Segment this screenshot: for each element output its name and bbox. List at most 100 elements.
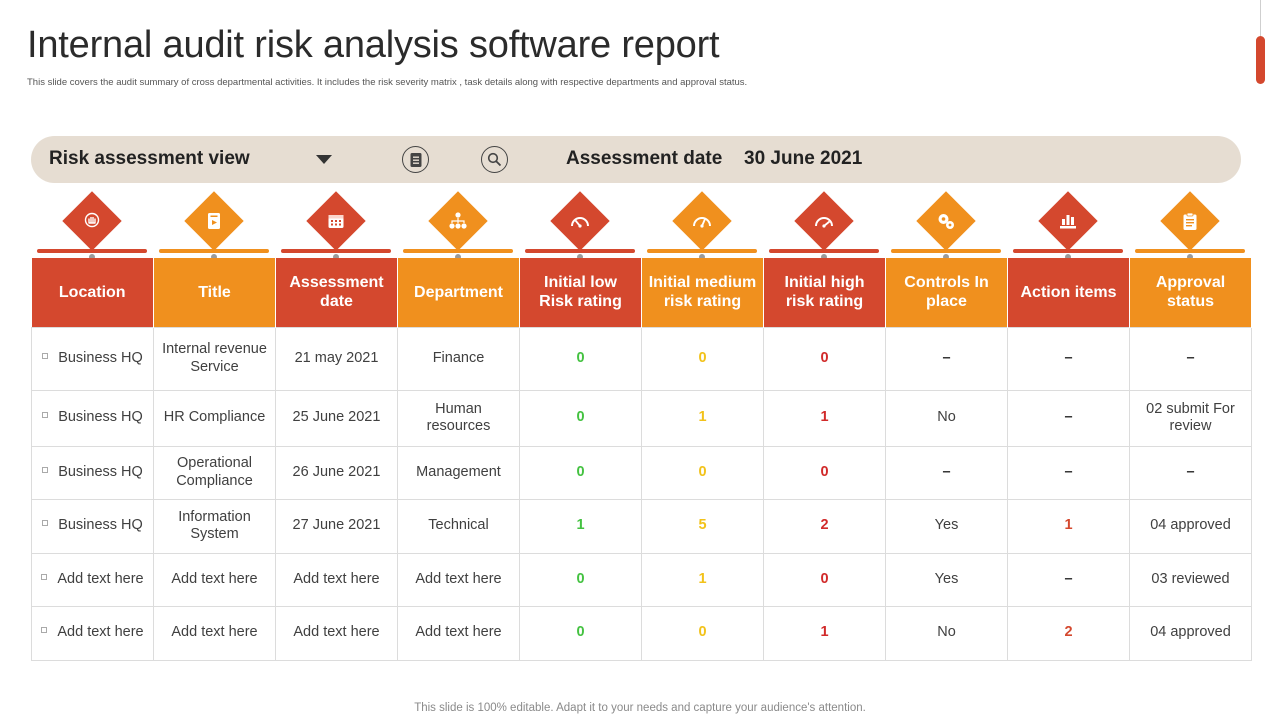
action-items-cell: 1 <box>1007 498 1130 554</box>
low-risk-cell: 1 <box>519 498 642 554</box>
report-icon[interactable] <box>402 146 429 173</box>
department-cell: Management <box>397 445 520 500</box>
table-row: Add text here Add text here Add text her… <box>31 552 1252 607</box>
controls-cell: Yes <box>885 498 1008 554</box>
date-icon-marker <box>275 190 397 260</box>
decorative-accent <box>1256 36 1265 84</box>
department-icon-marker <box>397 190 519 260</box>
chevron-down-icon[interactable] <box>316 155 332 164</box>
assessment-date-label: Assessment date <box>566 148 723 169</box>
approval-cell: 03 reviewed <box>1129 552 1252 607</box>
action-items-cell: – <box>1007 326 1130 391</box>
department-cell: Human resources <box>397 389 520 447</box>
action-items-cell: – <box>1007 552 1130 607</box>
high-risk-cell: 0 <box>763 552 886 607</box>
date-cell: 26 June 2021 <box>275 445 398 500</box>
low-risk-cell: 0 <box>519 389 642 447</box>
date-cell: 25 June 2021 <box>275 389 398 447</box>
medium-risk-cell: 0 <box>641 605 764 661</box>
high-risk-icon-marker <box>763 190 885 260</box>
low-risk-cell: 0 <box>519 326 642 391</box>
date-cell: 21 may 2021 <box>275 326 398 391</box>
title-cell: Add text here <box>153 605 276 661</box>
footer-note: This slide is 100% editable. Adapt it to… <box>414 702 866 714</box>
checkbox-icon[interactable] <box>41 573 48 580</box>
approval-cell: 04 approved <box>1129 605 1252 661</box>
department-cell: Finance <box>397 326 520 391</box>
high-risk-cell: 0 <box>763 326 886 391</box>
gears-icon <box>934 209 958 233</box>
column-header: Initial high risk rating <box>763 258 886 327</box>
high-risk-cell: 0 <box>763 445 886 500</box>
table-row: Add text here Add text here Add text her… <box>31 605 1252 661</box>
controls-icon-marker <box>885 190 1007 260</box>
table-header-row: Location Title Assessment date Departmen… <box>31 258 1252 327</box>
gauge-high-icon <box>812 209 836 233</box>
location-cell: Business HQ <box>31 389 154 447</box>
hand-chart-icon <box>1056 209 1080 233</box>
column-icons-row <box>31 190 1251 260</box>
table-row: Business HQ Internal revenue Service 21 … <box>31 326 1252 391</box>
medium-risk-cell: 1 <box>641 389 764 447</box>
column-header: Approval status <box>1129 258 1252 327</box>
controls-cell: – <box>885 445 1008 500</box>
low-risk-cell: 0 <box>519 605 642 661</box>
gauge-medium-icon <box>690 209 714 233</box>
column-header: Controls In place <box>885 258 1008 327</box>
table-row: Business HQ Operational Compliance 26 Ju… <box>31 445 1252 500</box>
medium-risk-cell: 5 <box>641 498 764 554</box>
controls-cell: Yes <box>885 552 1008 607</box>
location-cell: Business HQ <box>31 326 154 391</box>
location-hand-icon <box>80 209 104 233</box>
location-cell: Business HQ <box>31 445 154 500</box>
date-cell: Add text here <box>275 552 398 607</box>
approval-cell: 02 submit For review <box>1129 389 1252 447</box>
clipboard-icon <box>1178 209 1202 233</box>
search-icon[interactable] <box>481 146 508 173</box>
low-risk-icon-marker <box>519 190 641 260</box>
department-cell: Technical <box>397 498 520 554</box>
page-title: Internal audit risk analysis software re… <box>27 24 720 66</box>
checkbox-icon[interactable] <box>42 412 49 419</box>
high-risk-cell: 1 <box>763 605 886 661</box>
checkbox-icon[interactable] <box>42 466 49 473</box>
high-risk-cell: 1 <box>763 389 886 447</box>
risk-assessment-view-label[interactable]: Risk assessment view <box>49 148 250 169</box>
column-header: Action items <box>1007 258 1130 327</box>
high-risk-cell: 2 <box>763 498 886 554</box>
department-cell: Add text here <box>397 605 520 661</box>
medium-risk-cell: 0 <box>641 326 764 391</box>
location-icon-marker <box>31 190 153 260</box>
checkbox-icon[interactable] <box>42 520 49 527</box>
title-cell: Operational Compliance <box>153 445 276 500</box>
title-cell: Add text here <box>153 552 276 607</box>
column-header: Initial medium risk rating <box>641 258 764 327</box>
gauge-low-icon <box>568 209 592 233</box>
location-cell: Add text here <box>31 605 154 661</box>
action-items-cell: – <box>1007 445 1130 500</box>
assessment-toolbar: Risk assessment view Assessment date 30 … <box>31 136 1241 183</box>
column-header: Title <box>153 258 276 327</box>
title-cell: HR Compliance <box>153 389 276 447</box>
title-cell: Information System <box>153 498 276 554</box>
medium-risk-cell: 1 <box>641 552 764 607</box>
page-subtitle: This slide covers the audit summary of c… <box>27 77 748 88</box>
column-header: Location <box>31 258 154 327</box>
column-header: Initial low Risk rating <box>519 258 642 327</box>
column-header: Assessment date <box>275 258 398 327</box>
controls-cell: – <box>885 326 1008 391</box>
document-icon <box>202 209 226 233</box>
calendar-icon <box>324 209 348 233</box>
assessment-date-value: 30 June 2021 <box>744 148 863 169</box>
date-cell: Add text here <box>275 605 398 661</box>
approval-icon-marker <box>1129 190 1251 260</box>
title-icon-marker <box>153 190 275 260</box>
checkbox-icon[interactable] <box>42 352 49 359</box>
location-cell: Business HQ <box>31 498 154 554</box>
title-cell: Internal revenue Service <box>153 326 276 391</box>
approval-cell: 04 approved <box>1129 498 1252 554</box>
medium-risk-icon-marker <box>641 190 763 260</box>
department-cell: Add text here <box>397 552 520 607</box>
checkbox-icon[interactable] <box>41 627 48 634</box>
decorative-line <box>1260 0 1261 36</box>
